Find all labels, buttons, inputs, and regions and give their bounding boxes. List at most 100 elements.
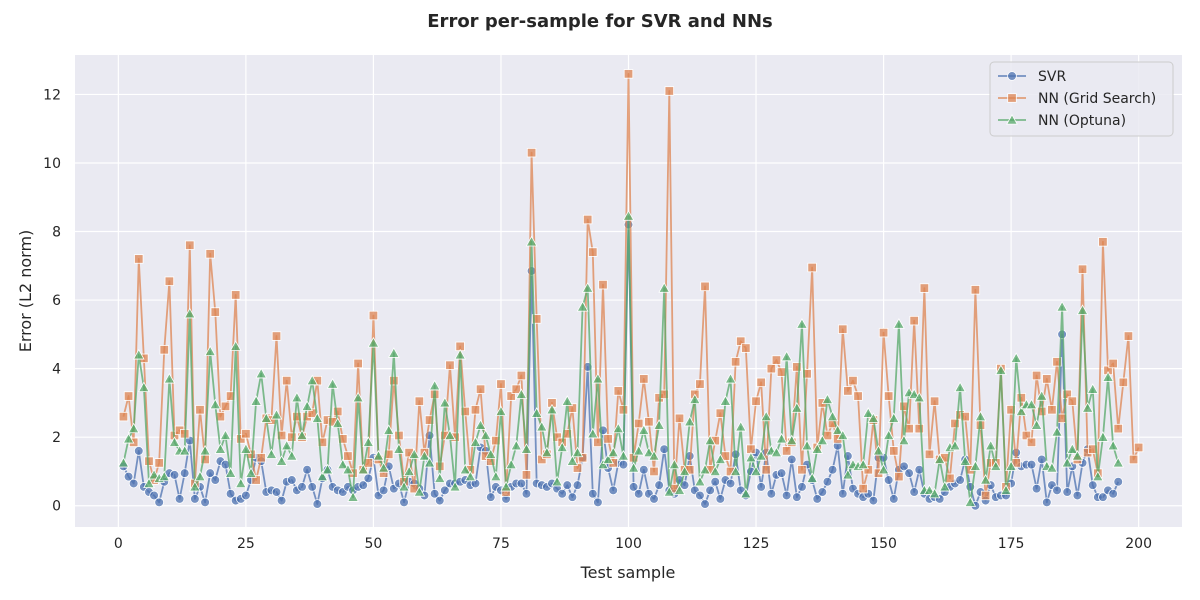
data-point — [841, 468, 854, 480]
data-point — [739, 487, 752, 499]
data-point — [479, 429, 492, 441]
data-point — [506, 391, 516, 401]
data-point — [694, 475, 706, 487]
data-point — [797, 482, 807, 492]
chart-title: Error per-sample for SVR and NNs — [427, 11, 772, 32]
data-point — [484, 448, 497, 459]
data-point — [741, 343, 751, 353]
data-point — [673, 484, 686, 495]
data-point — [287, 475, 297, 485]
legend-item: NN (Optuna) — [998, 113, 1126, 129]
data-point — [118, 411, 129, 422]
x-tick-label: 150 — [870, 536, 897, 552]
y-tick-label: 8 — [52, 225, 61, 241]
data-point — [826, 410, 839, 422]
data-point — [648, 450, 660, 461]
data-point — [649, 466, 659, 477]
data-point — [531, 314, 542, 324]
data-point — [159, 345, 169, 355]
data-point — [260, 412, 273, 423]
data-point — [969, 460, 982, 471]
data-point — [756, 377, 766, 388]
data-point — [889, 446, 899, 456]
data-point — [664, 86, 675, 96]
series-nn-optuna — [117, 210, 1125, 507]
data-point — [867, 412, 880, 423]
x-tick-label: 25 — [237, 536, 255, 552]
data-point — [566, 455, 579, 466]
data-point — [148, 468, 160, 480]
data-point — [572, 463, 583, 473]
data-point — [582, 214, 593, 225]
legend-item: SVR — [998, 69, 1066, 85]
data-point — [474, 419, 487, 430]
data-point — [317, 437, 328, 448]
data-point — [321, 463, 334, 475]
data-point — [525, 235, 538, 247]
data-point — [674, 413, 685, 424]
data-point — [200, 497, 210, 508]
data-point — [429, 488, 440, 499]
data-point — [485, 492, 496, 502]
data-point — [414, 396, 425, 406]
data-point — [546, 403, 558, 415]
data-point — [745, 451, 757, 463]
data-point — [510, 439, 523, 451]
legend: SVR NN (Grid Search) NN (Optuna) — [989, 61, 1174, 137]
data-point — [622, 210, 635, 221]
data-point — [868, 495, 879, 506]
y-axis-label: Error (L2 norm) — [16, 230, 35, 353]
data-point — [398, 480, 410, 492]
data-point — [285, 450, 298, 461]
data-point — [220, 401, 231, 412]
data-point — [836, 429, 849, 441]
data-point — [464, 470, 477, 482]
data-point — [750, 465, 762, 477]
x-tick-label: 0 — [114, 536, 123, 552]
data-point — [265, 448, 278, 459]
data-point — [236, 434, 246, 444]
data-point — [378, 485, 389, 496]
data-point — [1081, 402, 1094, 413]
data-point — [164, 276, 175, 286]
data-point — [761, 465, 771, 475]
data-point — [189, 480, 201, 492]
data-point — [628, 482, 639, 492]
data-point — [154, 497, 164, 508]
data-point — [933, 453, 946, 465]
data-point — [771, 355, 782, 365]
data-point — [1123, 331, 1134, 341]
data-point — [194, 470, 206, 482]
data-point — [209, 398, 222, 410]
data-point — [1031, 370, 1042, 381]
data-point — [643, 446, 655, 458]
data-point — [1031, 483, 1042, 494]
legend-marker — [1007, 71, 1017, 81]
data-point — [586, 427, 599, 439]
data-point — [581, 282, 594, 293]
data-point — [775, 432, 788, 444]
data-point — [291, 391, 303, 403]
data-point — [816, 434, 829, 446]
data-point — [255, 367, 268, 379]
data-point — [715, 494, 726, 504]
data-point — [561, 395, 574, 406]
data-point — [751, 396, 761, 406]
data-point — [632, 444, 645, 456]
data-point — [802, 369, 812, 379]
data-point — [908, 388, 921, 399]
data-point — [163, 372, 176, 384]
data-point — [241, 429, 251, 439]
data-point — [801, 439, 813, 451]
data-point — [567, 492, 578, 502]
data-point — [613, 386, 623, 396]
data-point — [1076, 304, 1089, 315]
data-point — [438, 396, 451, 408]
data-point — [384, 449, 394, 460]
data-point — [168, 436, 181, 447]
data-point — [617, 450, 630, 461]
data-point — [894, 471, 904, 482]
data-point — [781, 490, 792, 501]
data-point — [1077, 264, 1088, 274]
data-point — [372, 450, 385, 461]
